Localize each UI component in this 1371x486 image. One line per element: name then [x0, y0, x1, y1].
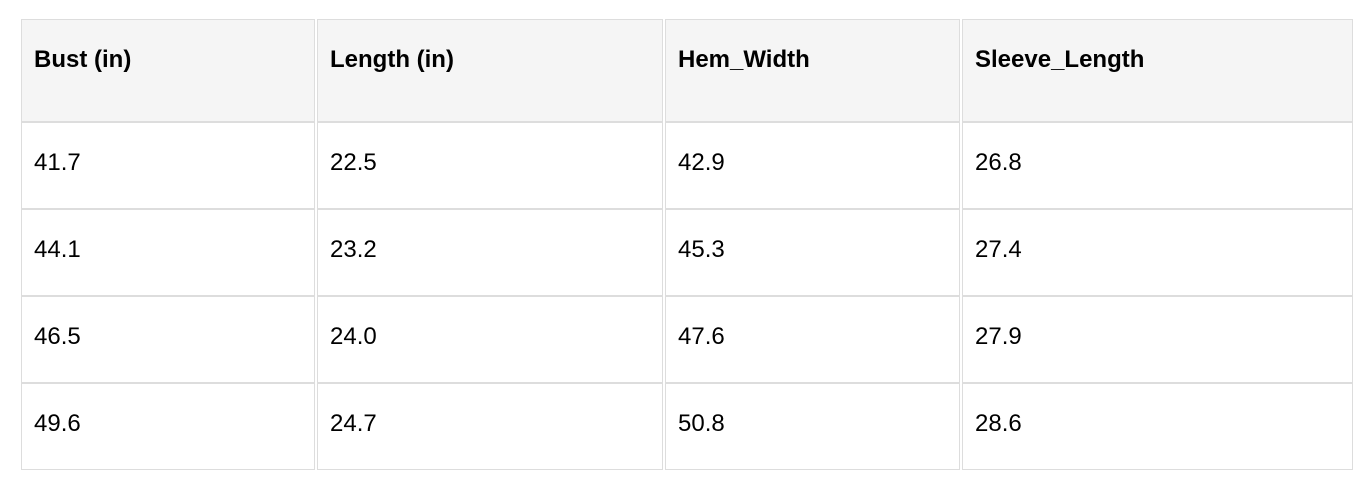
table-cell: 45.3 — [665, 209, 960, 296]
table-cell: 44.1 — [21, 209, 315, 296]
table-row: 49.6 24.7 50.8 28.6 — [21, 383, 1353, 470]
table-cell: 28.6 — [962, 383, 1353, 470]
column-header: Hem_Width — [665, 19, 960, 122]
column-header: Bust (in) — [21, 19, 315, 122]
size-table: Bust (in) Length (in) Hem_Width Sleeve_Leng… — [19, 19, 1355, 470]
table-cell: 27.4 — [962, 209, 1353, 296]
table-cell: 27.9 — [962, 296, 1353, 383]
table-cell: 24.0 — [317, 296, 663, 383]
table-cell: 22.5 — [317, 122, 663, 209]
table-cell: 26.8 — [962, 122, 1353, 209]
table-cell: 24.7 — [317, 383, 663, 470]
table-row: 44.1 23.2 45.3 27.4 — [21, 209, 1353, 296]
table-cell: 46.5 — [21, 296, 315, 383]
column-header: Length (in) — [317, 19, 663, 122]
table-cell: 23.2 — [317, 209, 663, 296]
column-header: Sleeve_Length — [962, 19, 1353, 122]
table-row: 41.7 22.5 42.9 26.8 — [21, 122, 1353, 209]
table-cell: 47.6 — [665, 296, 960, 383]
table-row: 46.5 24.0 47.6 27.9 — [21, 296, 1353, 383]
header-row: Bust (in) Length (in) Hem_Width Sleeve_Leng… — [21, 19, 1353, 122]
table-cell: 50.8 — [665, 383, 960, 470]
table-cell: 42.9 — [665, 122, 960, 209]
table-cell: 49.6 — [21, 383, 315, 470]
table-cell: 41.7 — [21, 122, 315, 209]
